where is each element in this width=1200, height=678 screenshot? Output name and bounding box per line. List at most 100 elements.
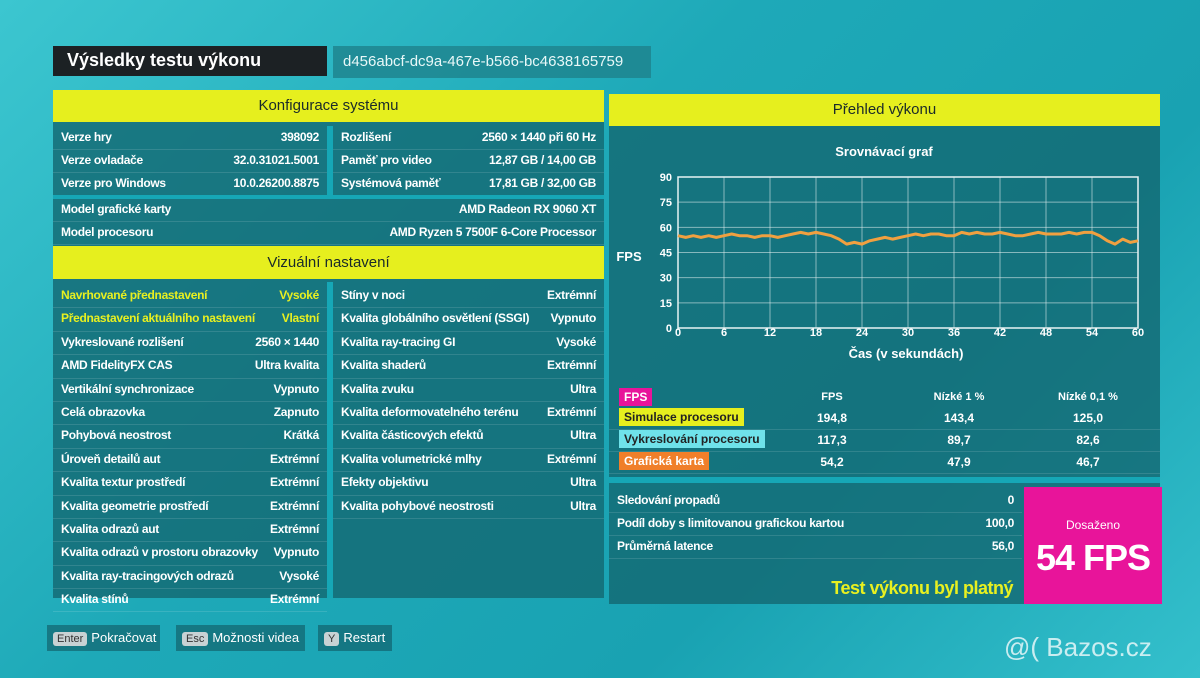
row-label: Kvalita geometrie prostředí [61, 498, 209, 513]
row-label: Kvalita textur prostředí [61, 475, 186, 490]
divider [327, 282, 333, 598]
row-value: Extrémní [547, 358, 596, 373]
row-list: Navrhované přednastavení Vysoké Přednastav… [53, 285, 327, 613]
setting-row: Kvalita geometrie prostředí Extrémní [53, 496, 327, 519]
row-value: Extrémní [547, 451, 596, 466]
button[interactable]: Y Restart [318, 625, 392, 651]
column-header: FPS [821, 391, 843, 403]
row-value: Extrémní [547, 404, 596, 419]
table-value: 54,2 [820, 455, 844, 469]
row-badge: Vykreslování procesoru [619, 430, 765, 448]
row-value: 12,87 GB / 14,00 GB [488, 153, 596, 167]
x-tick-label: 12 [764, 327, 776, 339]
x-tick-label: 6 [721, 327, 727, 339]
achieved-label: Dosaženo [1065, 518, 1121, 532]
divider [327, 126, 333, 196]
row-line [609, 429, 1160, 430]
row-value: Ultra kvalita [254, 358, 319, 373]
row-label: Rozlišení [341, 130, 391, 144]
setting-row: AMD FidelityFX CAS Ultra kvalita [53, 355, 327, 379]
setting-row: Verze ovladače 32.0.31021.5001 [53, 150, 327, 173]
run-id: d456abcf-dc9a-467e-b566-bc4638165759 [333, 46, 651, 78]
table-value: 117,3 [817, 433, 847, 447]
row-list: Rozlišení 2560 × 1440 při 60 Hz Paměť pro … [333, 127, 604, 196]
row-value: 100,0 [985, 516, 1014, 530]
setting-row: Kvalita stínů Extrémní [53, 589, 327, 613]
row-label: Úroveň detailů aut [61, 451, 161, 466]
button-label: Restart [343, 630, 386, 645]
setting-row: Model grafické karty AMD Radeon RX 9060 X… [53, 199, 604, 222]
performance-header: Přehled výkonu [609, 94, 1160, 126]
row-line [609, 451, 1160, 452]
row-label: Kvalita shaderů [341, 358, 426, 373]
table-value: 46,7 [1076, 455, 1100, 469]
row-value: Vysoké [556, 334, 596, 349]
chart: Srovnávací graf FPS Čas (v sekundách) 0 1… [616, 144, 1144, 361]
row-value: Vypnuto [273, 381, 320, 396]
setting-row: Průměrná latence 56,0 [609, 536, 1022, 559]
setting-row: Kvalita zvuku Ultra [333, 379, 604, 402]
row-label: Navrhované přednastavení [61, 288, 208, 302]
column-header: Nízké 1 % [933, 391, 985, 403]
setting-row: Model procesoru AMD Ryzen 5 7500F 6-Core … [53, 222, 604, 245]
row-value: Extrémní [547, 288, 596, 302]
button[interactable]: Enter Pokračovat [47, 625, 160, 651]
achieved-box: Dosaženo 54 FPS [1024, 487, 1162, 604]
row-label: Vykreslované rozlišení [61, 334, 184, 349]
row-label: Průměrná latence [617, 539, 713, 553]
y-tick-label: 15 [660, 298, 672, 310]
setting-row: Kvalita deformovatelného terénu Extrémní [333, 402, 604, 426]
y-axis-label: FPS [616, 249, 642, 264]
row-value: AMD Ryzen 5 7500F 6-Core Processor [389, 225, 596, 239]
setting-row: Úroveň detailů aut Extrémní [53, 449, 327, 473]
row-value: 32.0.31021.5001 [233, 153, 319, 167]
row-value: Extrémní [270, 592, 319, 607]
chart-title: Srovnávací graf [835, 144, 933, 159]
table-value: 47,9 [947, 455, 971, 469]
row-value: 2560 × 1440 při 60 Hz [481, 130, 596, 144]
divider [53, 195, 604, 199]
row-label: Kvalita částicových efektů [341, 428, 484, 443]
fps-line [677, 230, 1139, 246]
row-value: AMD Radeon RX 9060 XT [458, 202, 596, 216]
row-label: Stíny v noci [341, 288, 405, 302]
row-value: 2560 × 1440 [255, 334, 319, 349]
button[interactable]: Esc Možnosti videa [176, 625, 305, 651]
row-label: Systémová paměť [341, 176, 441, 190]
row-label: Verze ovladače [61, 153, 143, 167]
setting-row: Kvalita volumetrické mlhy Extrémní [333, 449, 604, 473]
setting-row: Kvalita odrazů aut Extrémní [53, 519, 327, 543]
row-label: Efekty objektivu [341, 475, 429, 490]
x-tick-label: 18 [810, 327, 822, 339]
key: Y [324, 632, 340, 646]
verdict: Test výkonu byl platný [831, 578, 1013, 598]
x-tick-label: 42 [994, 327, 1006, 339]
row-label: Model procesoru [61, 225, 154, 239]
row-label: Kvalita deformovatelného terénu [341, 404, 519, 419]
row-value: Krátká [283, 428, 319, 443]
y-tick-label: 75 [660, 197, 672, 209]
row-value: Vypnuto [273, 545, 320, 560]
table-value: 194,8 [816, 411, 848, 425]
y-tick-label: 45 [660, 248, 672, 260]
row-value: 398092 [280, 130, 320, 144]
row-label: Verze pro Windows [61, 176, 166, 190]
row-list: Model grafické karty AMD Radeon RX 9060 X… [53, 199, 604, 245]
row-label: Kvalita pohybové neostrosti [341, 498, 494, 513]
row-badge: Simulace procesoru [619, 408, 744, 426]
y-tick-label: 60 [660, 222, 672, 234]
setting-row: Navrhované přednastavení Vysoké [53, 285, 327, 309]
key: Esc [182, 632, 209, 646]
button-label: Pokračovat [91, 630, 157, 645]
x-tick-label: 48 [1040, 327, 1052, 339]
row-value: Zapnuto [273, 404, 320, 419]
setting-row: Kvalita ray-tracing GI Vysoké [333, 332, 604, 356]
table-value: 143,4 [943, 411, 975, 425]
setting-row: Pohybová neostrost Krátká [53, 425, 327, 449]
header-badge: FPS [619, 388, 653, 406]
y-tick-label: 30 [660, 273, 672, 285]
setting-row: Kvalita textur prostředí Extrémní [53, 472, 327, 496]
row-value: Ultra [570, 498, 596, 513]
title: Výsledky testu výkonu [53, 46, 327, 76]
